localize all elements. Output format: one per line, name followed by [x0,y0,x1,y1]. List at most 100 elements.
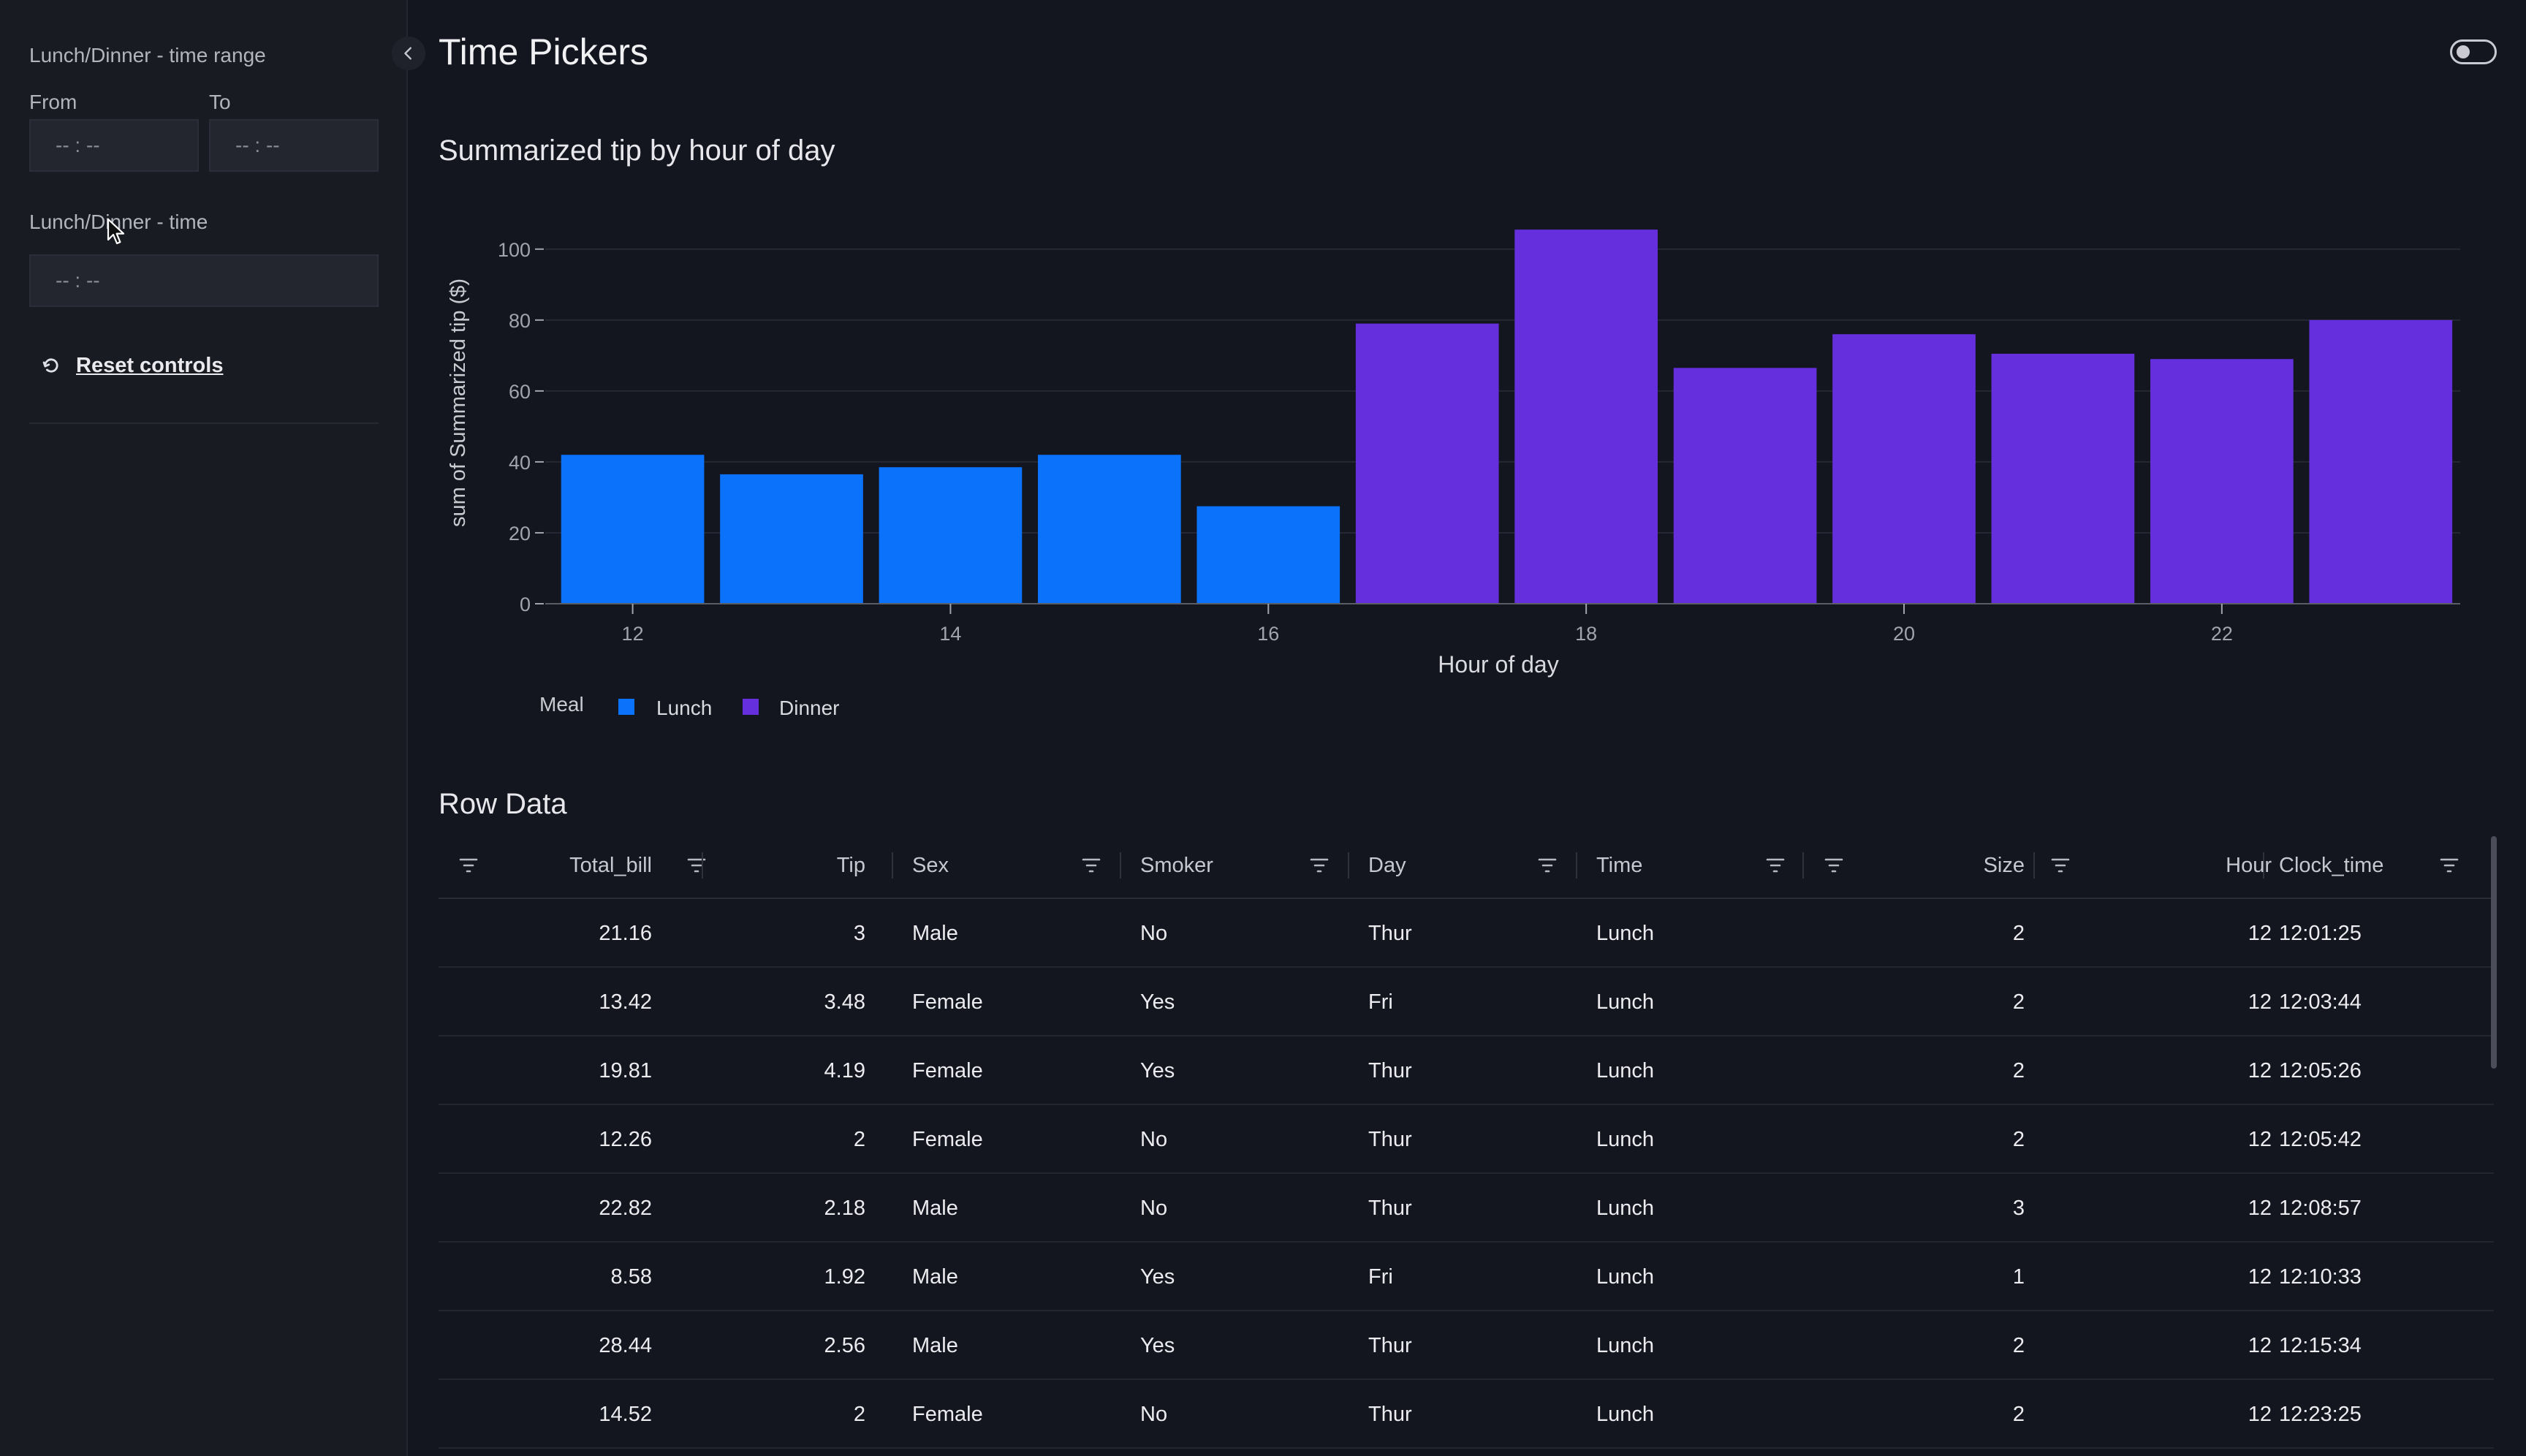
column-filter-icon[interactable] [2440,857,2459,874]
bar-lunch-14[interactable] [879,467,1023,604]
table-row[interactable]: 28.44 2.56 Male Yes Thur Lunch 2 12 12:15:34 [439,1311,2494,1380]
cell-total-bill: 19.81 [599,1059,652,1082]
chart-legend: Meal Lunch Dinner [539,693,839,719]
to-time-input[interactable]: -- : -- [209,119,379,172]
legend-swatch-dinner[interactable] [743,699,759,715]
cell-hour: 12 [2248,1334,2272,1357]
cell-smoker: No [1140,922,1168,945]
cell-sex: Female [912,990,983,1014]
column-header-day[interactable]: Day [1368,854,1406,877]
table-row[interactable]: 14.52 2 Female No Thur Lunch 2 12 12:23:25 [439,1380,2494,1449]
cell-smoker: Yes [1140,1334,1175,1357]
cell-time: Lunch [1596,990,1655,1014]
column-filter-icon[interactable] [1824,857,1843,874]
table-row[interactable]: 19.81 4.19 Female Yes Thur Lunch 2 12 12:05:26 [439,1036,2494,1105]
to-label: To [209,91,231,113]
table-row[interactable]: 13.42 3.48 Female Yes Fri Lunch 2 12 12:03:44 [439,968,2494,1036]
cell-smoker: Yes [1140,1265,1175,1289]
bar-dinner-21[interactable] [1991,353,2135,604]
y-axis-label: sum of Summarized tip ($) [447,278,470,527]
column-separator[interactable] [2263,852,2264,879]
table-scrollbar[interactable] [2491,836,2497,1069]
column-separator[interactable] [892,852,893,879]
cell-size: 2 [2012,922,2025,945]
column-filter-icon[interactable] [2051,857,2070,874]
cell-sex: Female [912,1403,983,1426]
bar-dinner-17[interactable] [1355,323,1499,604]
cell-total-bill: 22.82 [599,1197,652,1220]
cell-day: Fri [1368,1265,1393,1289]
cell-hour: 12 [2248,922,2272,945]
reset-controls-button[interactable]: Reset controls [41,351,223,380]
bar-lunch-16[interactable] [1196,506,1340,604]
column-header-size[interactable]: Size [1983,854,2025,877]
column-filter-icon[interactable] [1082,857,1101,874]
table-row[interactable]: 12.26 2 Female No Thur Lunch 2 12 12:05:42 [439,1105,2494,1174]
cell-hour: 12 [2248,1403,2272,1426]
bar-lunch-12[interactable] [561,455,705,604]
column-separator[interactable] [2033,852,2035,879]
legend-label-dinner[interactable]: Dinner [779,697,839,719]
cell-time: Lunch [1596,1059,1655,1082]
from-time-input[interactable]: -- : -- [29,119,199,172]
x-tick-label: 12 [622,623,644,645]
legend-swatch-lunch[interactable] [618,699,634,715]
column-filter-icon[interactable] [1766,857,1785,874]
column-header-clock-time[interactable]: Clock_time [2279,854,2384,877]
cell-time: Lunch [1596,1265,1655,1289]
column-separator[interactable] [1348,852,1349,879]
column-header-tip[interactable]: Tip [836,854,865,877]
x-axis-label: Hour of day [1438,651,1558,678]
column-filter-icon[interactable] [1310,857,1329,874]
cell-tip: 3.48 [824,990,865,1014]
column-separator[interactable] [702,852,703,879]
time-input[interactable]: -- : -- [29,254,379,307]
table-header: Total_bill Tip Sex Smoker Day Time Size Hour Clo… [439,832,2494,899]
legend-label-lunch[interactable]: Lunch [656,697,712,719]
cell-smoker: No [1140,1197,1168,1220]
mouse-cursor-icon [107,218,125,245]
bar-dinner-20[interactable] [1832,334,1976,604]
table-body: 21.16 3 Male No Thur Lunch 2 12 12:01:25 13.42 3.4… [439,899,2494,1449]
bar-dinner-22[interactable] [2150,359,2294,604]
cell-size: 3 [2012,1197,2025,1220]
cell-day: Thur [1368,922,1412,945]
column-header-sex[interactable]: Sex [912,854,949,877]
sidebar: Lunch/Dinner - time range From To -- : -… [0,0,408,1456]
from-label: From [29,91,77,113]
cell-total-bill: 28.44 [599,1334,652,1357]
cell-smoker: No [1140,1128,1168,1151]
cell-total-bill: 21.16 [599,922,652,945]
column-header-smoker[interactable]: Smoker [1140,854,1213,877]
cell-day: Thur [1368,1059,1412,1082]
column-separator[interactable] [1576,852,1577,879]
bar-lunch-15[interactable] [1038,455,1181,604]
cell-tip: 2 [853,1128,865,1151]
bar-dinner-23[interactable] [2309,319,2453,604]
cell-tip: 2.18 [824,1197,865,1220]
bar-lunch-13[interactable] [720,474,863,604]
table-row[interactable]: 8.58 1.92 Male Yes Fri Lunch 1 12 12:10:33 [439,1243,2494,1311]
column-filter-icon[interactable] [459,857,478,874]
collapse-sidebar-button[interactable] [392,37,425,70]
cell-total-bill: 8.58 [610,1265,652,1289]
cell-hour: 12 [2248,1059,2272,1082]
bar-dinner-19[interactable] [1673,368,1817,604]
bar-dinner-18[interactable] [1514,230,1658,604]
y-tick-label: 0 [520,594,531,615]
table-row[interactable]: 21.16 3 Male No Thur Lunch 2 12 12:01:25 [439,899,2494,968]
y-tick-label: 80 [509,310,531,332]
x-tick-label: 14 [939,623,961,645]
column-header-time[interactable]: Time [1596,854,1643,877]
column-separator[interactable] [1802,852,1804,879]
toggle-knob [2457,45,2470,58]
column-header-hour[interactable]: Hour [2226,854,2272,877]
table-row[interactable]: 22.82 2.18 Male No Thur Lunch 3 12 12:08:57 [439,1174,2494,1243]
column-separator[interactable] [1120,852,1121,879]
page-title: Time Pickers [439,31,649,72]
column-filter-icon[interactable] [1538,857,1557,874]
y-tick-label: 100 [498,239,531,261]
cell-sex: Male [912,1197,958,1220]
column-header-total-bill[interactable]: Total_bill [569,854,652,877]
theme-toggle[interactable] [2450,39,2497,64]
